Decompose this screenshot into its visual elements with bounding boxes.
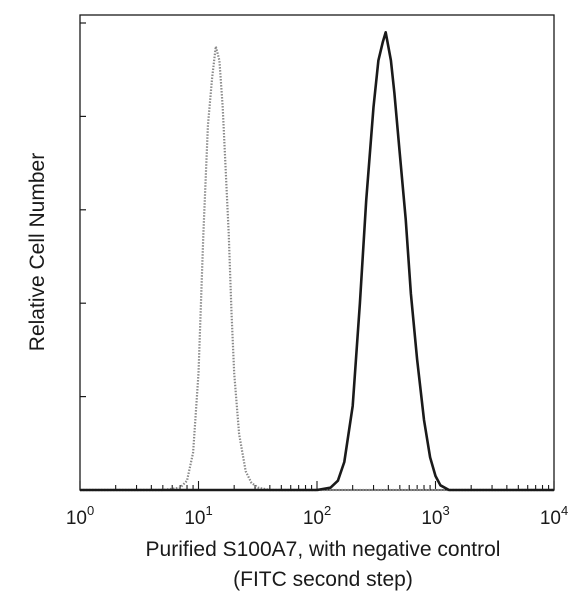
y-axis-ticks [80,22,86,491]
y-axis-label: Relative Cell Number [26,153,49,351]
x-tick-label-2: 102 [303,503,331,529]
x-axis-label-line1: Purified S100A7, with negative control [146,538,501,561]
series-curve-1 [80,30,554,492]
x-tick-label-1: 101 [184,503,212,529]
x-axis-ticks [79,481,555,490]
plot-frame [79,14,555,491]
x-tick-labels: 100 101 102 103 104 [66,503,568,529]
x-axis-label-line2: (FITC second step) [233,568,413,591]
x-tick-label-3: 103 [421,503,449,529]
x-tick-label-4: 104 [540,503,568,529]
series-curve-0 [80,45,554,492]
x-tick-label-0: 100 [66,503,94,529]
series-group [80,30,554,492]
